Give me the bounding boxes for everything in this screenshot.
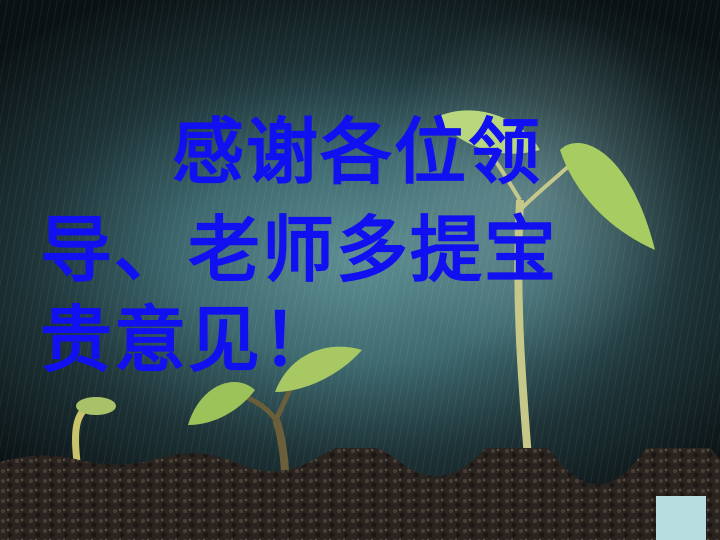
slide-title-line-1: 感谢各位领 — [172, 110, 543, 194]
slide-title-line-2: 导、老师多提宝 — [40, 208, 559, 292]
middle-seedling-left-leaf — [188, 382, 255, 425]
slide-title-line-3: 贵意见！ — [40, 298, 337, 382]
small-sprout-head — [76, 397, 116, 415]
tall-seedling-stem — [514, 199, 532, 459]
middle-seedling-stem — [272, 418, 289, 471]
soil-ground — [0, 448, 720, 540]
corner-block — [656, 496, 706, 540]
tall-seedling-left-leaf — [435, 110, 540, 154]
tall-seedling-right-leaf — [560, 143, 655, 250]
middle-seedling-right-leaf — [275, 346, 362, 392]
